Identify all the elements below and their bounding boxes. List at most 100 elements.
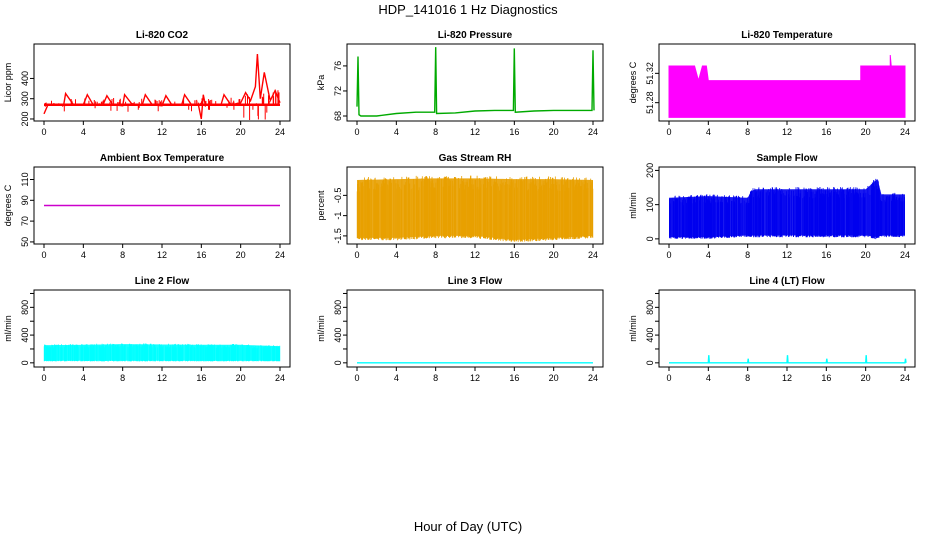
y-tick-label: 0 bbox=[645, 360, 655, 365]
x-tick-label: 16 bbox=[821, 250, 831, 260]
panel-title: Line 2 Flow bbox=[135, 276, 190, 287]
x-tick-label: 8 bbox=[433, 127, 438, 137]
x-tick-label: 20 bbox=[236, 127, 246, 137]
x-tick-label: 20 bbox=[549, 127, 559, 137]
y-axis-label: Licor ppm bbox=[3, 63, 13, 103]
y-tick-label: 90 bbox=[20, 195, 30, 205]
y-tick-label: 100 bbox=[645, 197, 655, 212]
x-tick-label: 8 bbox=[120, 127, 125, 137]
x-tick-label: 4 bbox=[81, 127, 86, 137]
y-tick-label: 400 bbox=[20, 71, 30, 86]
x-tick-label: 0 bbox=[354, 127, 359, 137]
x-tick-label: 4 bbox=[81, 250, 86, 260]
series-line bbox=[43, 54, 281, 120]
y-tick-label: 51.32 bbox=[645, 62, 655, 85]
y-tick-label: 400 bbox=[20, 328, 30, 343]
x-tick-label: 24 bbox=[275, 373, 285, 383]
x-tick-label: 24 bbox=[588, 250, 598, 260]
y-tick-label: 50 bbox=[20, 237, 30, 247]
y-axis-label: degrees C bbox=[3, 184, 13, 226]
plot-frame bbox=[346, 43, 604, 122]
series-line bbox=[669, 355, 907, 364]
series-line bbox=[356, 47, 595, 117]
x-tick-label: 0 bbox=[666, 373, 671, 383]
y-tick-label: 200 bbox=[20, 111, 30, 126]
panel-title: Sample Flow bbox=[756, 153, 817, 164]
x-tick-label: 12 bbox=[470, 127, 480, 137]
y-tick-label: 800 bbox=[333, 300, 343, 315]
x-tick-label: 12 bbox=[782, 373, 792, 383]
chart-panel-9: Line 4 (LT) Flow 0 4 8 12 16 20 24 0 400 800 ml/min bbox=[628, 276, 916, 383]
x-tick-label: 0 bbox=[666, 250, 671, 260]
y-tick-label: 0 bbox=[20, 360, 30, 365]
x-tick-label: 4 bbox=[81, 373, 86, 383]
series-area bbox=[668, 54, 906, 118]
chart-panel-4: Ambient Box Temperature 0 4 8 12 16 20 24 50 70 90… bbox=[3, 153, 291, 260]
y-tick-label: 70 bbox=[20, 216, 30, 226]
x-tick-label: 16 bbox=[196, 373, 206, 383]
y-axis-label: kPa bbox=[316, 75, 326, 91]
y-tick-label: 76 bbox=[333, 61, 343, 71]
y-axis-label: ml/min bbox=[628, 315, 638, 342]
x-tick-label: 8 bbox=[433, 373, 438, 383]
y-tick-label: -0.5 bbox=[333, 188, 343, 204]
y-tick-label: -1 bbox=[333, 212, 343, 220]
x-tick-label: 8 bbox=[745, 373, 750, 383]
y-tick-label: 68 bbox=[333, 111, 343, 121]
x-tick-label: 12 bbox=[157, 127, 167, 137]
x-tick-label: 20 bbox=[861, 127, 871, 137]
x-tick-label: 0 bbox=[41, 373, 46, 383]
panel-title: Line 3 Flow bbox=[448, 276, 503, 287]
x-tick-label: 24 bbox=[588, 127, 598, 137]
x-tick-label: 24 bbox=[900, 127, 910, 137]
chart-panel-2: Li-820 Pressure 0 4 8 12 16 20 24 68 72 76 kPa bbox=[316, 30, 604, 137]
x-tick-label: 20 bbox=[861, 373, 871, 383]
x-tick-label: 20 bbox=[549, 373, 559, 383]
x-tick-label: 4 bbox=[706, 373, 711, 383]
series-noise bbox=[43, 343, 281, 362]
x-tick-label: 0 bbox=[41, 250, 46, 260]
panel-title: Li-820 Pressure bbox=[438, 30, 513, 41]
x-tick-label: 0 bbox=[354, 373, 359, 383]
x-tick-label: 12 bbox=[782, 250, 792, 260]
x-tick-label: 16 bbox=[821, 373, 831, 383]
x-tick-label: 8 bbox=[433, 250, 438, 260]
x-tick-label: 24 bbox=[900, 250, 910, 260]
x-tick-label: 4 bbox=[394, 250, 399, 260]
x-tick-label: 16 bbox=[196, 127, 206, 137]
x-tick-label: 4 bbox=[394, 127, 399, 137]
series-noise bbox=[356, 175, 594, 242]
y-tick-label: 400 bbox=[645, 328, 655, 343]
y-tick-label: 0 bbox=[333, 360, 343, 365]
y-tick-label: 200 bbox=[645, 163, 655, 178]
panel-title: Gas Stream RH bbox=[439, 153, 512, 164]
x-tick-label: 16 bbox=[196, 250, 206, 260]
x-tick-label: 20 bbox=[549, 250, 559, 260]
x-tick-label: 4 bbox=[706, 250, 711, 260]
x-tick-label: 12 bbox=[157, 373, 167, 383]
x-tick-label: 20 bbox=[236, 373, 246, 383]
y-axis-label: ml/min bbox=[3, 315, 13, 342]
x-tick-label: 16 bbox=[821, 127, 831, 137]
chart-panel-7: Line 2 Flow 0 4 8 12 16 20 24 0 400 800 ml/min bbox=[3, 276, 291, 383]
chart-panel-6: Sample Flow 0 4 8 12 16 20 24 0 100 200 ml/min bbox=[628, 153, 916, 260]
x-tick-label: 20 bbox=[861, 250, 871, 260]
panel-title: Ambient Box Temperature bbox=[100, 153, 225, 164]
x-tick-label: 16 bbox=[509, 127, 519, 137]
plot-frame bbox=[33, 43, 291, 122]
x-tick-label: 16 bbox=[509, 250, 519, 260]
y-axis-label: percent bbox=[316, 190, 326, 221]
x-tick-label: 0 bbox=[354, 250, 359, 260]
chart-panel-8: Line 3 Flow 0 4 8 12 16 20 24 0 400 800 ml/min bbox=[316, 276, 604, 383]
panel-title: Line 4 (LT) Flow bbox=[749, 276, 825, 287]
chart-panel-5: Gas Stream RH 0 4 8 12 16 20 24 -1.5 -1 -0.5 percen… bbox=[316, 153, 604, 260]
x-tick-label: 0 bbox=[41, 127, 46, 137]
x-tick-label: 12 bbox=[470, 250, 480, 260]
y-tick-label: 800 bbox=[645, 300, 655, 315]
figure-xlabel: Hour of Day (UTC) bbox=[414, 519, 522, 534]
y-axis-label: ml/min bbox=[316, 315, 326, 342]
panel-title: Li-820 CO2 bbox=[136, 30, 189, 41]
series-noise bbox=[669, 178, 905, 240]
x-tick-label: 24 bbox=[275, 127, 285, 137]
